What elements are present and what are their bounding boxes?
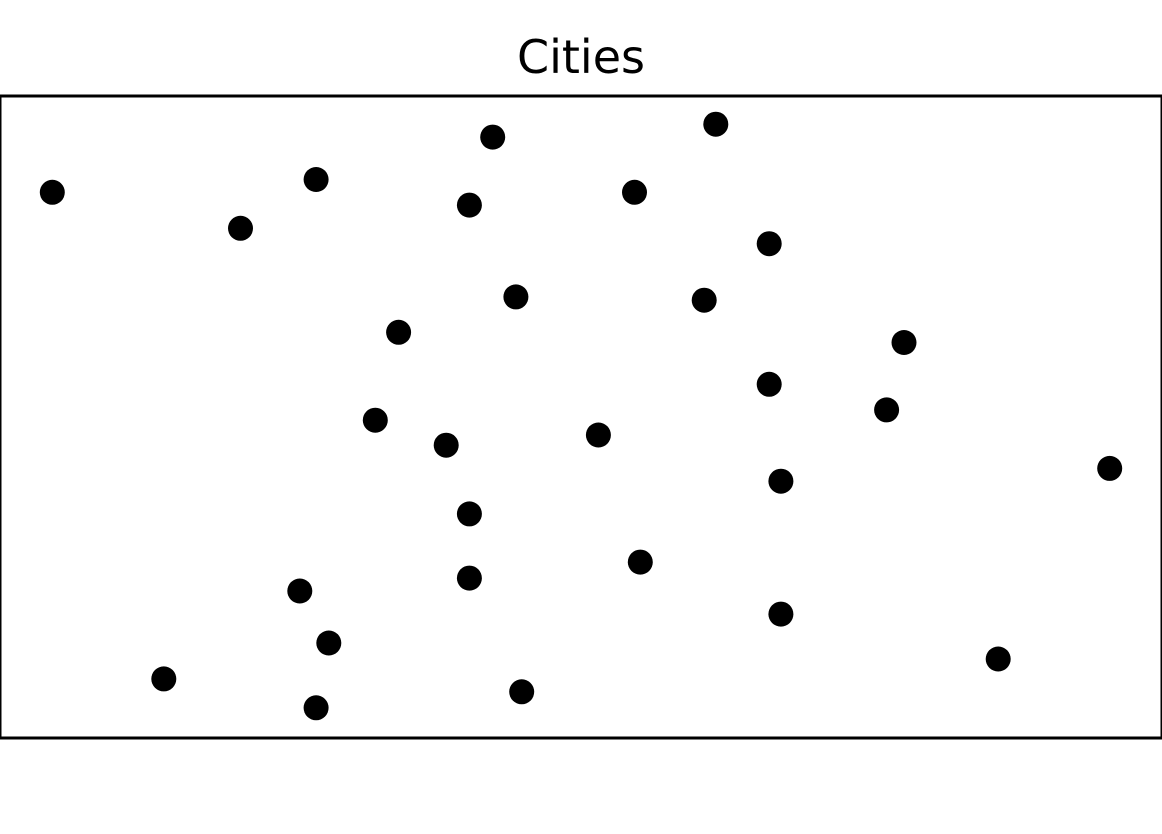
city-point-27 — [151, 666, 177, 692]
city-point-22 — [456, 565, 482, 591]
city-point-24 — [768, 601, 794, 627]
plot-area-frame — [0, 94, 1162, 740]
city-point-20 — [456, 501, 482, 527]
city-point-16 — [433, 432, 459, 458]
city-point-25 — [316, 630, 342, 656]
data-points — [39, 111, 1123, 721]
city-point-13 — [756, 371, 782, 397]
city-point-26 — [985, 646, 1011, 672]
city-point-19 — [768, 468, 794, 494]
city-point-15 — [362, 407, 388, 433]
city-point-3 — [703, 111, 729, 137]
city-point-23 — [287, 578, 313, 604]
city-point-21 — [627, 549, 653, 575]
city-point-11 — [386, 319, 412, 345]
city-point-2 — [480, 124, 506, 150]
city-point-8 — [756, 231, 782, 257]
city-point-10 — [691, 287, 717, 313]
city-point-29 — [303, 695, 329, 721]
chart-title: Cities — [517, 30, 645, 84]
city-point-4 — [303, 167, 329, 192]
city-point-17 — [585, 422, 611, 448]
city-point-5 — [228, 215, 253, 241]
city-point-12 — [891, 330, 917, 355]
city-point-7 — [622, 179, 647, 205]
city-point-14 — [874, 397, 900, 423]
city-point-9 — [503, 284, 529, 310]
city-point-18 — [1097, 455, 1123, 481]
city-point-28 — [509, 679, 535, 705]
city-point-1 — [39, 179, 65, 205]
city-point-6 — [456, 192, 482, 218]
